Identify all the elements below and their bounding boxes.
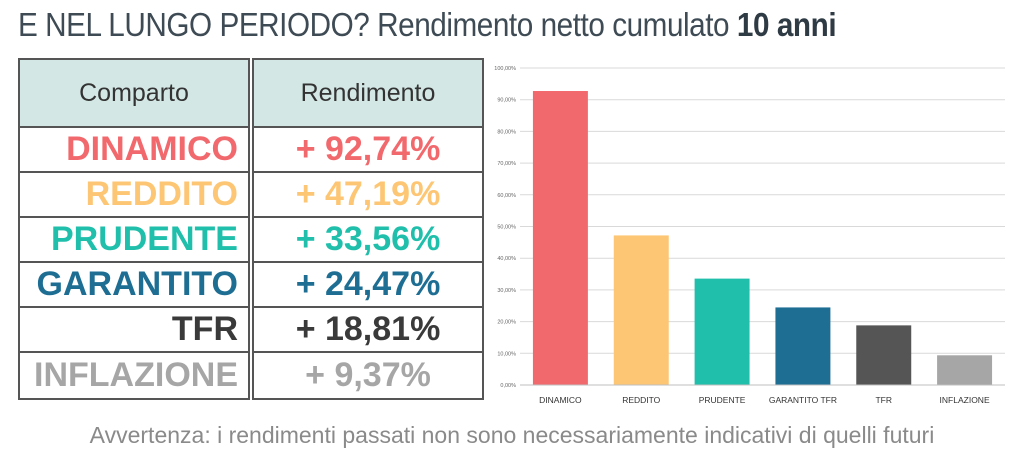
page-title: E NEL LUNGO PERIODO? Rendimento netto cu… bbox=[18, 6, 837, 50]
x-tick-label: DINAMICO bbox=[539, 395, 582, 405]
comparto-cell: GARANTITO bbox=[20, 263, 248, 308]
rendimento-cell: + 92,74% bbox=[254, 128, 482, 173]
y-tick-label: 100,00% bbox=[494, 66, 516, 72]
rendimento-cell: + 24,47% bbox=[254, 263, 482, 308]
bar bbox=[694, 278, 750, 385]
title-bold: 10 anni bbox=[736, 6, 837, 43]
bar bbox=[532, 91, 588, 386]
bar bbox=[856, 325, 912, 385]
y-tick-label: 70,00% bbox=[497, 161, 516, 167]
x-tick-label: INFLAZIONE bbox=[940, 395, 990, 405]
y-tick-label: 30,00% bbox=[497, 288, 516, 294]
bar-chart-svg: 0,00% 10,00% 20,00% 30,00% 40,00% 50,00% 60,00… bbox=[494, 66, 1005, 405]
x-tick-label: REDDITO bbox=[622, 395, 660, 405]
x-tick-label: TFR bbox=[875, 395, 892, 405]
comparto-column: Comparto DINAMICO REDDITO PRUDENTE GARANTIT… bbox=[18, 58, 250, 400]
rendimento-cell: + 18,81% bbox=[254, 308, 482, 353]
rendimento-cell: + 33,56% bbox=[254, 218, 482, 263]
y-tick-label: 60,00% bbox=[497, 193, 516, 199]
rendimento-column: Rendimento + 92,74% + 47,19% + 33,56% + 24,… bbox=[252, 58, 484, 400]
comparto-cell: TFR bbox=[20, 308, 248, 353]
bar bbox=[613, 235, 669, 385]
comparto-cell: REDDITO bbox=[20, 173, 248, 218]
y-tick-label: 90,00% bbox=[497, 98, 516, 104]
bar bbox=[937, 355, 993, 385]
y-tick-label: 50,00% bbox=[497, 225, 516, 231]
x-tick-label: PRUDENTE bbox=[699, 395, 746, 405]
rendimento-cell: + 47,19% bbox=[254, 173, 482, 218]
comparto-cell: INFLAZIONE bbox=[34, 356, 238, 394]
comparto-cell: PRUDENTE bbox=[20, 218, 248, 263]
comparto-header: Comparto bbox=[20, 60, 248, 128]
comparto-cell: DINAMICO bbox=[20, 128, 248, 173]
title-prefix: E NEL LUNGO PERIODO? bbox=[18, 6, 370, 43]
y-tick-label: 80,00% bbox=[497, 129, 516, 135]
y-tick-label: 10,00% bbox=[497, 351, 516, 357]
bar bbox=[775, 307, 831, 385]
rendimento-cell: + 9,37% bbox=[305, 356, 431, 394]
bar-chart: 0,00% 10,00% 20,00% 30,00% 40,00% 50,00% 60,00… bbox=[478, 58, 1013, 413]
y-tick-label: 20,00% bbox=[497, 320, 516, 326]
y-tick-label: 40,00% bbox=[497, 256, 516, 262]
disclaimer: Avvertenza: i rendimenti passati non son… bbox=[89, 422, 935, 448]
y-tick-label: 0,00% bbox=[500, 383, 516, 389]
rendimento-header: Rendimento bbox=[254, 60, 482, 128]
title-middle: Rendimento netto cumulato bbox=[377, 6, 730, 43]
x-tick-label: GARANTITO TFR bbox=[769, 395, 837, 405]
